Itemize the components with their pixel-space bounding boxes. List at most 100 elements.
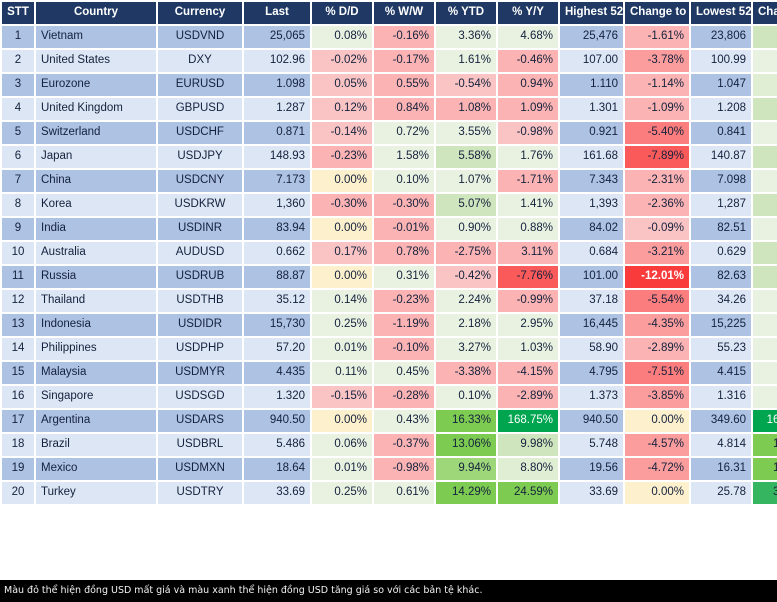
- column-header-lowest-52w[interactable]: Lowest 52W: [691, 2, 751, 24]
- cell-last-price: 35.12: [244, 290, 310, 312]
- table-row[interactable]: 4 United Kingdom GBPUSD 1.287 0.12% 0.84% 1.08…: [2, 98, 777, 120]
- table-row[interactable]: 17 Argentina USDARS 940.50 0.00% 0.43% 16.33% 1…: [2, 410, 777, 432]
- cell-row-index: 9: [2, 218, 34, 240]
- cell-change-ytd: 16.33%: [436, 410, 496, 432]
- cell-change-ytd: -2.75%: [436, 242, 496, 264]
- table-row[interactable]: 9 India USDINR 83.94 0.00% -0.01% 0.90% 0.88% 84…: [2, 218, 777, 240]
- currency-performance-table: STT Country Currency Last % D/D % W/W % …: [2, 2, 777, 504]
- cell-country-name: United Kingdom: [36, 98, 156, 120]
- table-row[interactable]: 2 United States DXY 102.96 -0.02% -0.17% 1.61%…: [2, 50, 777, 72]
- cell-change-year: 0.88%: [498, 218, 558, 240]
- cell-country-name: Russia: [36, 266, 156, 288]
- cell-currency-pair: USDJPY: [158, 146, 242, 168]
- table-row[interactable]: 5 Switzerland USDCHF 0.871 -0.14% 0.72% 3.55% -…: [2, 122, 777, 144]
- cell-highest-52w: 1.301: [560, 98, 623, 120]
- cell-change-to-l52w: 5.29%: [753, 26, 777, 48]
- column-header-change-to-h52w[interactable]: Change to H52W: [625, 2, 689, 24]
- cell-change-to-h52w: -1.61%: [625, 26, 689, 48]
- column-header-stt[interactable]: STT: [2, 2, 34, 24]
- cell-change-week: -0.01%: [374, 218, 434, 240]
- table-row[interactable]: 8 Korea USDKRW 1,360 -0.30% -0.30% 5.07% 1.41% 1…: [2, 194, 777, 216]
- cell-change-to-l52w: 3.32%: [753, 314, 777, 336]
- cell-change-year: 0.94%: [498, 74, 558, 96]
- cell-change-to-l52w: 30.66%: [753, 482, 777, 504]
- cell-change-to-l52w: 2.51%: [753, 290, 777, 312]
- cell-change-day: 0.05%: [312, 74, 372, 96]
- table-row[interactable]: 19 Mexico USDMXN 18.64 0.01% -0.98% 9.94% 8.80%…: [2, 458, 777, 480]
- cell-change-week: -0.10%: [374, 338, 434, 360]
- cell-currency-pair: EURUSD: [158, 74, 242, 96]
- cell-highest-52w: 5.748: [560, 434, 623, 456]
- cell-change-day: -0.30%: [312, 194, 372, 216]
- column-header-country[interactable]: Country: [36, 2, 156, 24]
- cell-highest-52w: 0.684: [560, 242, 623, 264]
- column-header-change-to-l52w[interactable]: Change to L52W: [753, 2, 777, 24]
- cell-currency-pair: USDRUB: [158, 266, 242, 288]
- cell-change-to-h52w: -7.89%: [625, 146, 689, 168]
- column-header-last[interactable]: Last: [244, 2, 310, 24]
- table-row[interactable]: 15 Malaysia USDMYR 4.435 0.11% 0.45% -3.38% -4.…: [2, 362, 777, 384]
- cell-change-to-l52w: 169.02%: [753, 410, 777, 432]
- table-row[interactable]: 3 Eurozone EURUSD 1.098 0.05% 0.55% -0.54% 0.94…: [2, 74, 777, 96]
- column-header-ww[interactable]: % W/W: [374, 2, 434, 24]
- cell-lowest-52w: 15,225: [691, 314, 751, 336]
- cell-change-year: 8.80%: [498, 458, 558, 480]
- cell-change-ytd: 5.58%: [436, 146, 496, 168]
- table-row[interactable]: 10 Australia AUDUSD 0.662 0.17% 0.78% -2.75% 3.…: [2, 242, 777, 264]
- cell-last-price: 940.50: [244, 410, 310, 432]
- column-header-yy[interactable]: % Y/Y: [498, 2, 558, 24]
- cell-country-name: Thailand: [36, 290, 156, 312]
- cell-change-day: 0.11%: [312, 362, 372, 384]
- cell-change-year: 168.75%: [498, 410, 558, 432]
- cell-currency-pair: USDTRY: [158, 482, 242, 504]
- cell-change-ytd: 2.24%: [436, 290, 496, 312]
- cell-currency-pair: USDKRW: [158, 194, 242, 216]
- table-row[interactable]: 6 Japan USDJPY 148.93 -0.23% 1.58% 5.58% 1.76% 1…: [2, 146, 777, 168]
- cell-currency-pair: USDSGD: [158, 386, 242, 408]
- cell-change-week: 0.61%: [374, 482, 434, 504]
- table-row[interactable]: 1 Vietnam USDVND 25,065 0.08% -0.16% 3.36% 4.68…: [2, 26, 777, 48]
- cell-country-name: Korea: [36, 194, 156, 216]
- cell-last-price: 83.94: [244, 218, 310, 240]
- cell-lowest-52w: 34.26: [691, 290, 751, 312]
- cell-last-price: 1.287: [244, 98, 310, 120]
- cell-change-to-h52w: -3.21%: [625, 242, 689, 264]
- cell-highest-52w: 37.18: [560, 290, 623, 312]
- table-row[interactable]: 16 Singapore USDSGD 1.320 -0.15% -0.28% 0.10% -…: [2, 386, 777, 408]
- table-row[interactable]: 11 Russia USDRUB 88.87 0.00% 0.31% -0.42% -7.76…: [2, 266, 777, 288]
- cell-change-day: 0.00%: [312, 218, 372, 240]
- cell-change-to-h52w: -2.36%: [625, 194, 689, 216]
- cell-lowest-52w: 0.841: [691, 122, 751, 144]
- table-row[interactable]: 12 Thailand USDTHB 35.12 0.14% -0.23% 2.24% -0.…: [2, 290, 777, 312]
- cell-change-to-h52w: -12.01%: [625, 266, 689, 288]
- cell-highest-52w: 107.00: [560, 50, 623, 72]
- cell-change-week: 0.78%: [374, 242, 434, 264]
- cell-change-year: -0.46%: [498, 50, 558, 72]
- column-header-highest-52w[interactable]: Highest 52W: [560, 2, 623, 24]
- cell-highest-52w: 0.921: [560, 122, 623, 144]
- cell-row-index: 18: [2, 434, 34, 456]
- table-row[interactable]: 13 Indonesia USDIDR 15,730 0.25% -1.19% 2.18% 2…: [2, 314, 777, 336]
- cell-change-to-l52w: 14.26%: [753, 458, 777, 480]
- column-header-dd[interactable]: % D/D: [312, 2, 372, 24]
- cell-last-price: 88.87: [244, 266, 310, 288]
- cell-change-day: 0.25%: [312, 482, 372, 504]
- cell-lowest-52w: 1,287: [691, 194, 751, 216]
- table-row[interactable]: 14 Philippines USDPHP 57.20 0.01% -0.10% 3.27%…: [2, 338, 777, 360]
- cell-change-to-l52w: 1.95%: [753, 50, 777, 72]
- cell-row-index: 13: [2, 314, 34, 336]
- cell-change-day: 0.14%: [312, 290, 372, 312]
- cell-last-price: 1.098: [244, 74, 310, 96]
- cell-change-year: 9.98%: [498, 434, 558, 456]
- column-header-currency[interactable]: Currency: [158, 2, 242, 24]
- column-header-ytd[interactable]: % YTD: [436, 2, 496, 24]
- table-row[interactable]: 18 Brazil USDBRL 5.486 0.06% -0.37% 13.06% 9.98…: [2, 434, 777, 456]
- cell-row-index: 16: [2, 386, 34, 408]
- cell-change-day: 0.17%: [312, 242, 372, 264]
- cell-row-index: 3: [2, 74, 34, 96]
- cell-change-to-l52w: 13.96%: [753, 434, 777, 456]
- table-row[interactable]: 7 China USDCNY 7.173 0.00% 0.10% 1.07% -1.71% 7.…: [2, 170, 777, 192]
- table-row[interactable]: 20 Turkey USDTRY 33.69 0.25% 0.61% 14.29% 24.59…: [2, 482, 777, 504]
- cell-change-to-h52w: 0.00%: [625, 482, 689, 504]
- cell-lowest-52w: 7.098: [691, 170, 751, 192]
